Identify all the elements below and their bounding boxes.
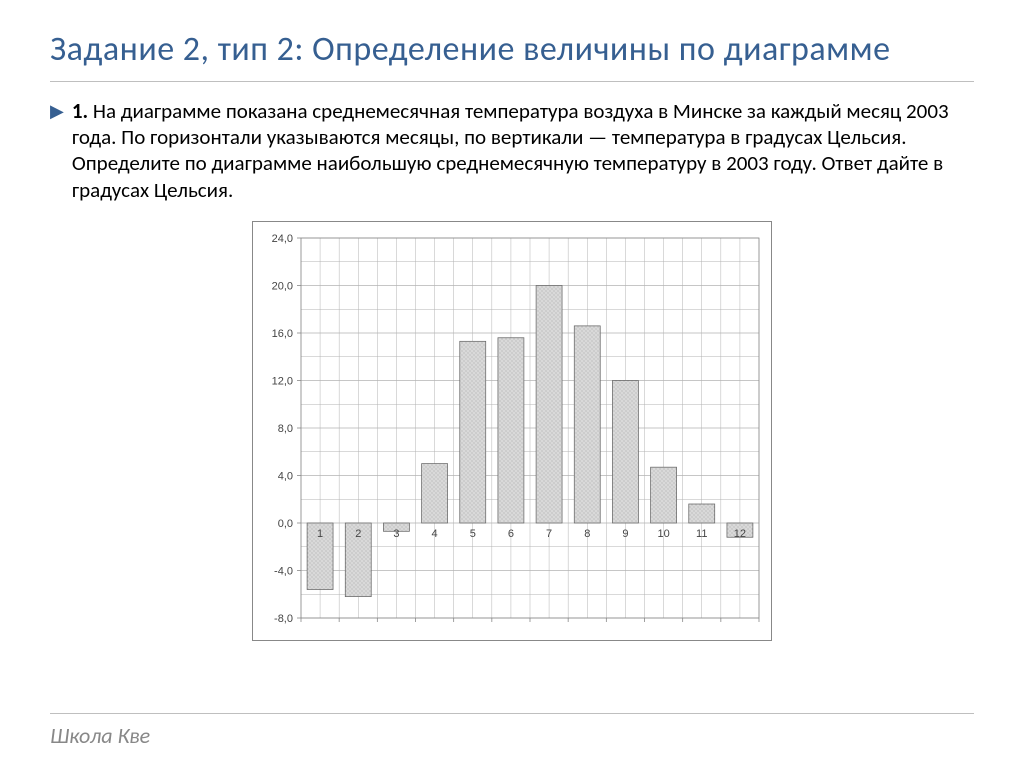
svg-text:2: 2 (355, 528, 361, 540)
svg-text:5: 5 (470, 528, 476, 540)
svg-text:4,0: 4,0 (278, 470, 293, 482)
problem-body: На диаграмме показана среднемесячная тем… (72, 98, 949, 203)
svg-text:6: 6 (508, 528, 514, 540)
svg-text:-8,0: -8,0 (274, 613, 293, 625)
svg-text:8: 8 (584, 528, 590, 540)
svg-text:24,0: 24,0 (272, 233, 293, 245)
svg-text:4: 4 (432, 528, 438, 540)
svg-text:20,0: 20,0 (272, 280, 293, 292)
bullet-icon: ▶ (50, 100, 64, 123)
svg-text:7: 7 (546, 528, 552, 540)
svg-text:1: 1 (317, 528, 323, 540)
svg-text:12: 12 (734, 528, 746, 540)
chart-container: -8,0-4,00,04,08,012,016,020,024,01234567… (50, 221, 974, 641)
page-title: Задание 2, тип 2: Определение величины п… (50, 30, 974, 71)
temperature-bar-chart: -8,0-4,00,04,08,012,016,020,024,01234567… (252, 221, 772, 641)
problem-block: ▶ 1. На диаграмме показана среднемесячна… (50, 98, 974, 203)
svg-text:0,0: 0,0 (278, 518, 293, 530)
svg-text:9: 9 (622, 528, 628, 540)
problem-text: 1. На диаграмме показана среднемесячная … (72, 98, 974, 203)
problem-number: 1. (72, 98, 88, 124)
footer: Школа Кве (50, 713, 974, 749)
title-divider (50, 81, 974, 82)
svg-text:8,0: 8,0 (278, 423, 293, 435)
footer-text: Школа Кве (50, 722, 150, 749)
svg-text:16,0: 16,0 (272, 328, 293, 340)
svg-text:10: 10 (657, 528, 669, 540)
svg-text:-4,0: -4,0 (274, 565, 293, 577)
svg-text:3: 3 (393, 528, 399, 540)
svg-text:12,0: 12,0 (272, 375, 293, 387)
svg-text:11: 11 (696, 528, 707, 540)
